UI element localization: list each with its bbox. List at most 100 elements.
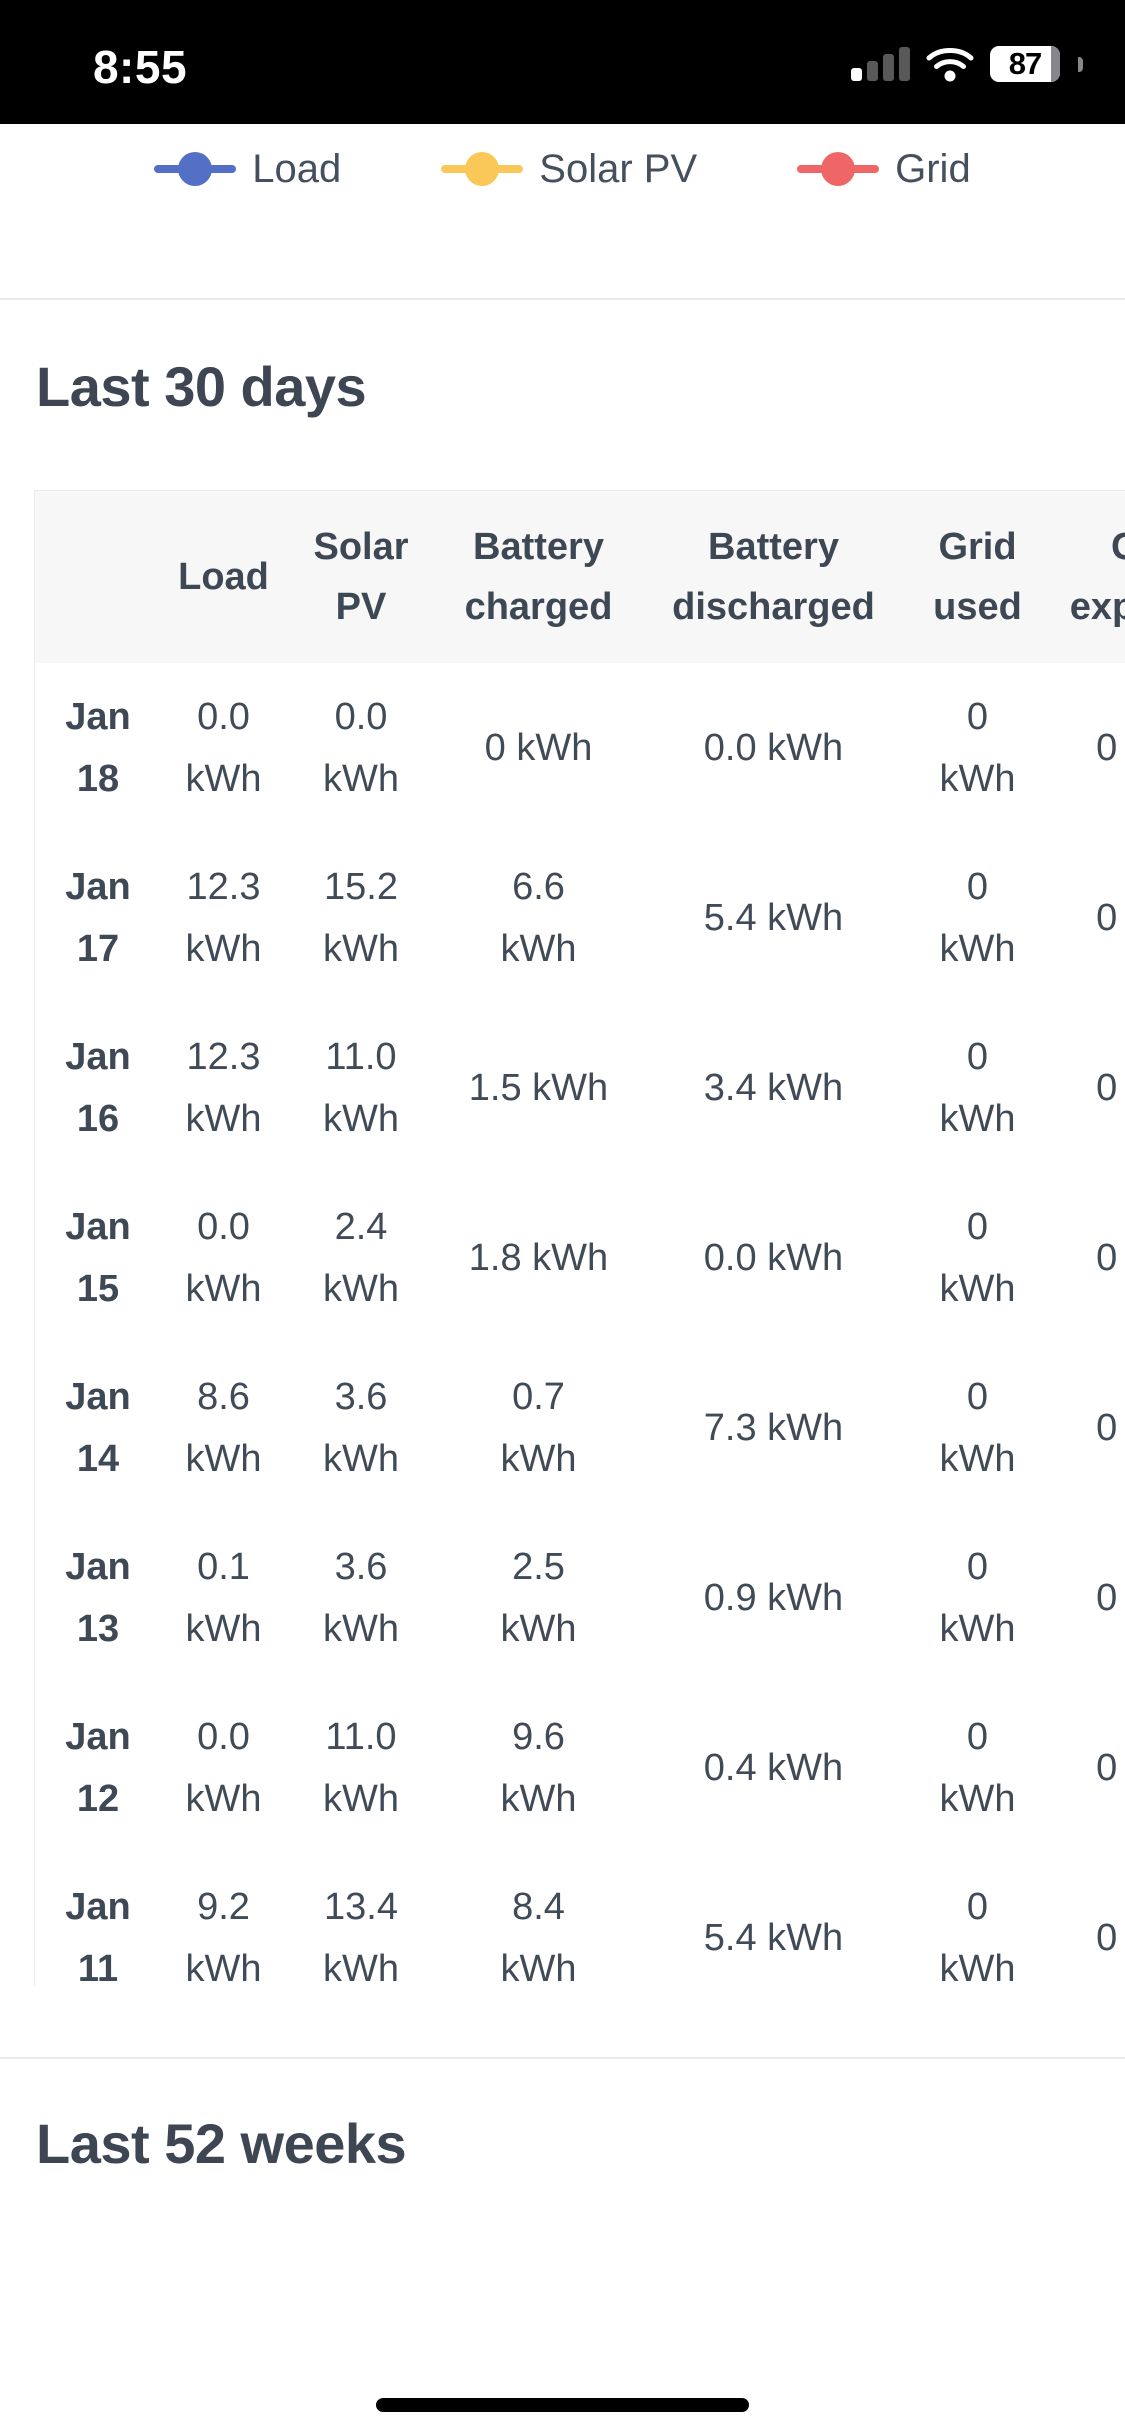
cell-battery-charged: 0.7 kWh — [500, 1376, 577, 1480]
table-row-jan-16: Jan 16 12.3 kWh 11.0 kWh 1.5 kWh 3.4 kWh… — [35, 1003, 1125, 1173]
cell-solar-pv: 11.0 kWh — [323, 1036, 399, 1140]
cell-solar-pv: 13.4 kWh — [323, 1886, 399, 1986]
status-icons: 87 — [851, 46, 1083, 82]
legend-line-load — [154, 152, 237, 186]
energy-table: Load Solar PV Battery charged Battery di… — [35, 491, 1125, 1986]
header-battery-discharged: Battery discharged — [641, 491, 906, 663]
cell-load: 8.6 kWh — [185, 1376, 262, 1480]
cell-date: Jan 13 — [65, 1546, 131, 1650]
cell-date: Jan 15 — [65, 1206, 131, 1310]
cell-battery-discharged: 0.9 kWh — [703, 1577, 844, 1619]
cell-grid-exported: 0 kWh — [1096, 1577, 1118, 1619]
cell-battery-discharged: 5.4 kWh — [703, 897, 844, 939]
cell-solar-pv: 11.0 kWh — [323, 1716, 399, 1820]
cell-battery-charged: 8.4 kWh — [500, 1886, 577, 1986]
cell-grid-exported: 0 kWh — [1096, 1747, 1118, 1789]
header-battery-charged: Battery charged — [436, 491, 641, 663]
cell-battery-discharged: 3.4 kWh — [703, 1067, 844, 1109]
cell-grid-used: 0 kWh — [939, 1716, 1016, 1820]
cell-load: 12.3 kWh — [185, 866, 262, 970]
table-row-jan-15: Jan 15 0.0 kWh 2.4 kWh 1.8 kWh 0.0 kWh 0… — [35, 1173, 1125, 1343]
cell-battery-charged: 0 kWh — [484, 727, 593, 769]
cell-load: 0.0 kWh — [185, 696, 262, 800]
legend-label-solar-pv: Solar PV — [539, 146, 698, 191]
legend-item-grid[interactable]: Grid — [797, 134, 971, 204]
section-last-52-weeks: Last 52 weeks — [0, 2059, 1125, 2177]
legend-item-solar-pv[interactable]: Solar PV — [441, 134, 697, 204]
cell-solar-pv: 0.0 kWh — [323, 696, 399, 800]
cell-battery-charged: 6.6 kWh — [500, 866, 577, 970]
cell-battery-discharged: 5.4 kWh — [703, 1917, 844, 1959]
legend-item-load[interactable]: Load — [154, 134, 341, 204]
cell-date: Jan 16 — [65, 1036, 131, 1140]
legend-dot-load — [178, 152, 213, 186]
cell-date: Jan 11 — [65, 1886, 131, 1986]
cell-solar-pv: 2.4 kWh — [323, 1206, 399, 1310]
cell-date: Jan 14 — [65, 1376, 131, 1480]
energy-table-scroll-area[interactable]: Load Solar PV Battery charged Battery di… — [34, 490, 1125, 1986]
table-row-jan-11: Jan 11 9.2 kWh 13.4 kWh 8.4 kWh 5.4 kWh … — [35, 1853, 1125, 1986]
cell-battery-charged: 9.6 kWh — [500, 1716, 577, 1820]
legend-line-solar-pv — [441, 152, 524, 186]
section-divider-top — [0, 298, 1125, 300]
section-divider-bottom — [0, 2057, 1125, 2059]
table-row-jan-17: Jan 17 12.3 kWh 15.2 kWh 6.6 kWh 5.4 kWh… — [35, 833, 1125, 1003]
cell-grid-used: 0 kWh — [939, 1036, 1016, 1140]
chart-legend: Load Solar PV Grid — [0, 124, 1125, 298]
cell-solar-pv: 3.6 kWh — [323, 1376, 399, 1480]
table-row-jan-18: Jan 18 0.0 kWh 0.0 kWh 0 kWh 0.0 kWh 0 k… — [35, 663, 1125, 833]
header-load: Load — [161, 491, 286, 663]
clock-label: 8:55 — [92, 41, 188, 93]
cell-solar-pv: 3.6 kWh — [323, 1546, 399, 1650]
battery-nub — [1078, 56, 1083, 72]
cell-load: 0.0 kWh — [185, 1206, 262, 1310]
cell-battery-discharged: 7.3 kWh — [703, 1407, 844, 1449]
header-solar-pv: Solar PV — [286, 491, 436, 663]
cell-battery-charged: 1.8 kWh — [468, 1237, 609, 1279]
cell-date: Jan 12 — [65, 1716, 131, 1820]
cell-grid-used: 0 kWh — [939, 1376, 1016, 1480]
cell-grid-exported: 0 kWh — [1096, 1917, 1118, 1959]
cell-grid-exported: 0 kWh — [1096, 897, 1118, 939]
section-title-last-52-weeks: Last 52 weeks — [36, 2112, 407, 2175]
cell-battery-discharged: 0.0 kWh — [703, 1237, 844, 1279]
cell-battery-discharged: 0.4 kWh — [703, 1747, 844, 1789]
cell-date: Jan 18 — [65, 696, 131, 800]
wifi-icon — [926, 48, 974, 82]
cell-grid-used: 0 kWh — [939, 696, 1016, 800]
header-date — [35, 491, 161, 663]
cell-grid-exported: 0 kWh — [1096, 1067, 1118, 1109]
cell-grid-used: 0 kWh — [939, 866, 1016, 970]
legend-label-load: Load — [252, 146, 342, 191]
table-row-jan-12: Jan 12 0.0 kWh 11.0 kWh 9.6 kWh 0.4 kWh … — [35, 1683, 1125, 1853]
legend-line-grid — [797, 152, 880, 186]
table-row-jan-14: Jan 14 8.6 kWh 3.6 kWh 0.7 kWh 7.3 kWh 0… — [35, 1343, 1125, 1513]
cell-grid-used: 0 kWh — [939, 1886, 1016, 1986]
legend-dot-solar-pv — [465, 152, 500, 186]
cell-battery-charged: 2.5 kWh — [500, 1546, 577, 1650]
cell-grid-exported: 0 kWh — [1096, 1237, 1118, 1279]
cell-grid-used: 0 kWh — [939, 1546, 1016, 1650]
cell-grid-used: 0 kWh — [939, 1206, 1016, 1310]
header-grid-exported: Grid exported — [1049, 491, 1125, 663]
status-bar: 8:55 87 — [0, 0, 1125, 124]
legend-dot-grid — [821, 152, 856, 186]
battery-level-gap — [1051, 46, 1060, 82]
cell-grid-exported: 0 kWh — [1096, 727, 1118, 769]
cell-battery-charged: 1.5 kWh — [468, 1067, 609, 1109]
home-indicator[interactable] — [376, 2398, 749, 2412]
cell-load: 0.1 kWh — [185, 1546, 262, 1650]
cell-solar-pv: 15.2 kWh — [323, 866, 399, 970]
cell-load: 0.0 kWh — [185, 1716, 262, 1820]
cell-load: 9.2 kWh — [185, 1886, 262, 1986]
section-title-last-30-days: Last 30 days — [36, 355, 367, 418]
table-row-jan-13: Jan 13 0.1 kWh 3.6 kWh 2.5 kWh 0.9 kWh 0… — [35, 1513, 1125, 1683]
battery-percent: 87 — [1008, 46, 1042, 81]
cell-grid-exported: 0 kWh — [1096, 1407, 1118, 1449]
legend-label-grid: Grid — [895, 146, 971, 191]
battery-icon: 87 — [990, 46, 1060, 82]
header-grid-used: Grid used — [906, 491, 1049, 663]
section-last-30-days: Last 30 days Load Solar PV Battery charg… — [0, 300, 1125, 1986]
cell-date: Jan 17 — [65, 866, 131, 970]
